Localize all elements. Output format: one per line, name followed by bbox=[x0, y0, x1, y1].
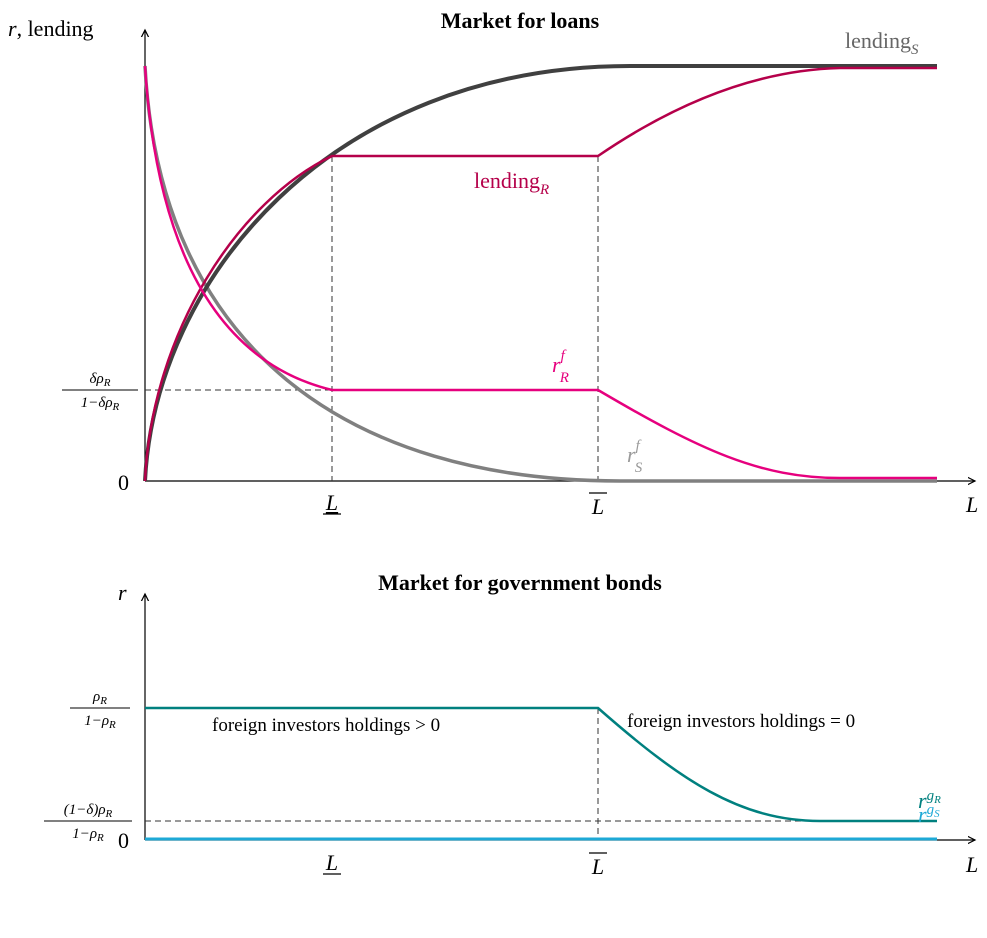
svg-text:ρR: ρR bbox=[92, 689, 107, 707]
x-tick-low: L bbox=[325, 850, 338, 875]
r-gr-curve bbox=[145, 706, 937, 823]
y-zero: 0 bbox=[118, 470, 129, 495]
lending-s-curve bbox=[143, 64, 937, 482]
r-gs-label: rgS bbox=[918, 802, 940, 827]
y-tick-high: ρR 1−ρR bbox=[70, 689, 130, 731]
title: Market for government bonds bbox=[378, 570, 662, 595]
r-r-label: rf R bbox=[552, 348, 569, 386]
bonds-panel: Market for government bonds r L 0 ρR 1−ρ… bbox=[44, 570, 978, 879]
y-axis-label: r bbox=[118, 580, 127, 605]
y-axis-label: r, lending bbox=[8, 16, 94, 41]
title: Market for loans bbox=[441, 8, 600, 33]
y-tick-low: (1−δ)ρR 1−ρR bbox=[44, 802, 132, 844]
x-axis-label: L bbox=[965, 492, 978, 517]
y-zero: 0 bbox=[118, 828, 129, 853]
lending-r-curve bbox=[143, 66, 937, 482]
x-tick-high: L bbox=[591, 854, 604, 879]
r-s-label: rf S bbox=[627, 438, 643, 476]
svg-text:δρR: δρR bbox=[90, 371, 111, 389]
lending-s-label: lendingS bbox=[845, 28, 919, 58]
svg-text:1−ρR: 1−ρR bbox=[84, 713, 116, 731]
r-s-curve bbox=[143, 65, 937, 483]
r-gr-label: rgR bbox=[918, 788, 941, 813]
loans-panel: Market for loans r, lending L 0 δρR 1−δρ… bbox=[8, 8, 978, 519]
x-axis-label: L bbox=[965, 852, 978, 877]
region-right: foreign investors holdings = 0 bbox=[627, 711, 855, 732]
r-r-curve bbox=[143, 65, 937, 480]
x-tick-high: L bbox=[591, 494, 604, 519]
y-tick-fraction: δρR 1−δρR bbox=[62, 371, 138, 413]
region-left: foreign investors holdings > 0 bbox=[212, 715, 440, 736]
svg-text:1−ρR: 1−ρR bbox=[72, 826, 104, 844]
lending-r-label: lendingR bbox=[474, 168, 549, 198]
svg-text:1−δρR: 1−δρR bbox=[81, 395, 120, 413]
svg-text:(1−δ)ρR: (1−δ)ρR bbox=[64, 802, 113, 820]
x-tick-low: L bbox=[325, 490, 338, 515]
